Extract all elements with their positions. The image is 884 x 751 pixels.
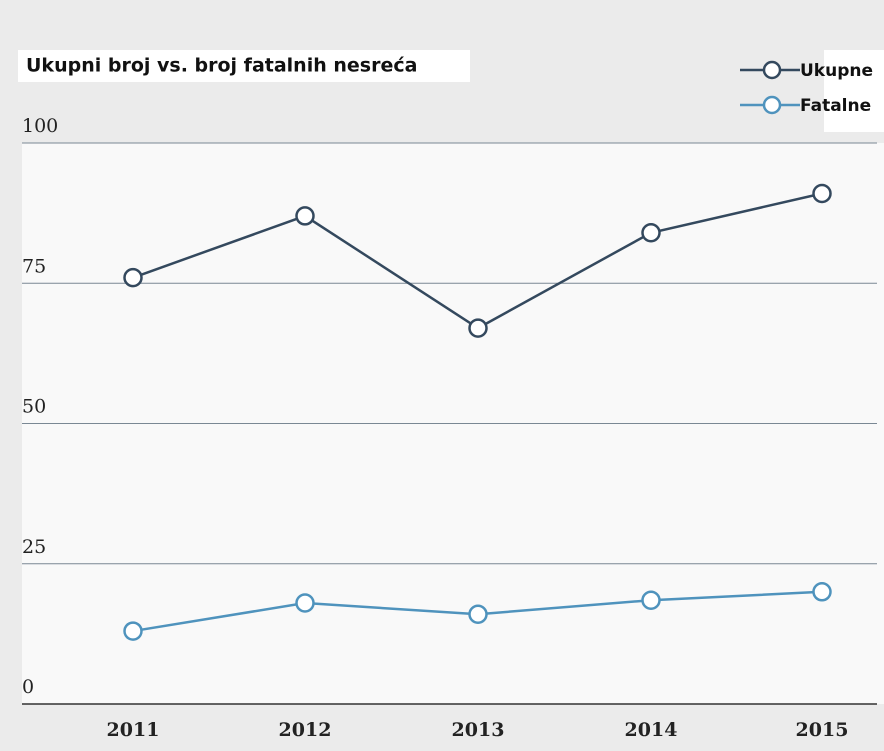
point <box>812 582 832 602</box>
legend-box <box>824 50 884 132</box>
x-tick-label: 2012 <box>279 719 332 741</box>
point <box>295 593 315 613</box>
chart-title: Ukupni broj vs. broj fatalnih nesreća <box>26 55 417 77</box>
y-tick-label: 75 <box>22 255 46 277</box>
x-tick-label: 2014 <box>625 719 678 741</box>
point <box>123 267 143 288</box>
legend-label: Fatalne <box>800 96 871 116</box>
y-tick-label: 0 <box>22 676 34 698</box>
y-tick-label: 50 <box>22 396 46 418</box>
point <box>641 590 661 610</box>
point <box>468 318 488 338</box>
x-tick-label: 2013 <box>452 719 505 741</box>
legend-marker <box>762 95 782 115</box>
title-box <box>18 50 470 82</box>
point <box>123 621 143 641</box>
point <box>641 223 661 243</box>
point <box>468 604 488 624</box>
y-tick-label: 25 <box>22 536 46 558</box>
x-tick-label: 2015 <box>796 719 849 741</box>
x-tick-label: 2011 <box>107 719 160 741</box>
point <box>295 206 315 226</box>
point <box>812 183 832 204</box>
legend-marker <box>762 60 782 80</box>
legend-label: Ukupne <box>800 61 873 81</box>
y-tick-label: 100 <box>22 115 58 137</box>
